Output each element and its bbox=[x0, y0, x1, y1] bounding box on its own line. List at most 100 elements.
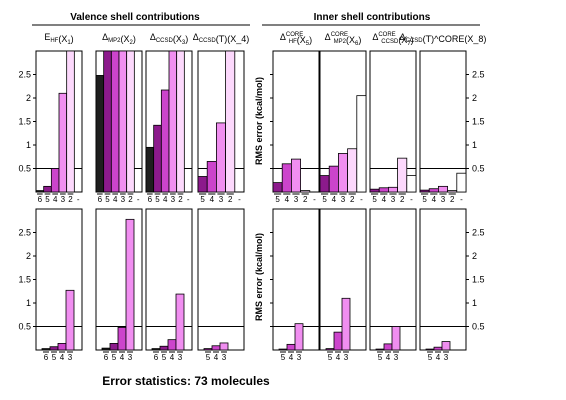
bar-6 bbox=[145, 146, 155, 193]
panel-frame bbox=[35, 208, 83, 351]
group-title-inner: Inner shell contributions bbox=[314, 12, 431, 23]
tick-label-x: 5 bbox=[52, 353, 57, 362]
bar-4 bbox=[433, 346, 443, 351]
bar-6 bbox=[101, 347, 111, 351]
tick-label-x: 2 bbox=[400, 195, 405, 204]
bar-5 bbox=[325, 348, 335, 351]
bar-3 bbox=[337, 153, 348, 193]
tick-label-x: 3 bbox=[68, 353, 73, 362]
panel-title: EHF(X1) bbox=[44, 32, 73, 46]
tick-label-x: 5 bbox=[378, 353, 383, 362]
bar-5 bbox=[369, 188, 380, 193]
tick-label-x: 3 bbox=[297, 353, 302, 362]
bar-4 bbox=[110, 50, 120, 193]
group-title-valence: Valence shell contributions bbox=[70, 12, 200, 23]
tick-label-x: 4 bbox=[285, 195, 290, 204]
bar-5 bbox=[203, 348, 213, 351]
ytick-label-left: 0.5 bbox=[18, 164, 31, 174]
bar-2 bbox=[126, 50, 135, 193]
ytick-label-left: 1.5 bbox=[18, 275, 31, 285]
bar-5 bbox=[197, 176, 208, 193]
tick-label-x: 6 bbox=[38, 195, 43, 204]
bar-- bbox=[356, 95, 367, 193]
yaxis-label-top: RMS error (kcal/mol) bbox=[254, 77, 264, 165]
ytick-label-right: 0.5 bbox=[472, 322, 485, 332]
ytick-label-right: 2 bbox=[472, 251, 477, 261]
tick-label-x: 3 bbox=[344, 353, 349, 362]
tick-label-x: 5 bbox=[162, 353, 167, 362]
tick-label-x: 4 bbox=[170, 353, 175, 362]
bar-5 bbox=[103, 50, 112, 193]
panel-title: ΔCORE CCSD(X7) bbox=[372, 32, 413, 47]
tick-label-x: 6 bbox=[148, 195, 153, 204]
bar-2 bbox=[300, 190, 311, 193]
tick-label-x: - bbox=[360, 195, 363, 204]
ytick-label-right: 1.5 bbox=[472, 117, 485, 127]
panel-title: ΔCCSD(T)^CORE(X_8) bbox=[400, 32, 487, 44]
bar-2 bbox=[225, 50, 236, 193]
tick-label-x: - bbox=[410, 195, 413, 204]
tick-label-x: 5 bbox=[45, 195, 50, 204]
panel-frame bbox=[419, 208, 467, 351]
tick-label-x: 4 bbox=[210, 195, 215, 204]
tick-label-x: 4 bbox=[163, 195, 168, 204]
bar-2 bbox=[66, 50, 75, 193]
tick-label-x: 4 bbox=[113, 195, 118, 204]
tick-label-x: 3 bbox=[178, 353, 183, 362]
tick-label-x: 3 bbox=[121, 195, 126, 204]
bar-- bbox=[406, 175, 417, 193]
bar-5 bbox=[272, 182, 283, 193]
ytick-label-right: 1 bbox=[472, 140, 477, 150]
bar-3 bbox=[215, 122, 226, 193]
bar-4 bbox=[50, 168, 60, 193]
panel-frame bbox=[419, 50, 467, 193]
ytick-label-left: 2 bbox=[26, 93, 31, 103]
bar-4 bbox=[160, 89, 170, 193]
panel-title: ΔCCSD(X3) bbox=[150, 32, 188, 46]
tick-label-x: - bbox=[187, 195, 190, 204]
panel-frame bbox=[369, 50, 417, 193]
tick-label-x: 5 bbox=[200, 195, 205, 204]
tick-label-x: 5 bbox=[206, 353, 211, 362]
tick-label-x: 5 bbox=[428, 353, 433, 362]
tick-label-x: 4 bbox=[336, 353, 341, 362]
tick-label-x: 6 bbox=[104, 353, 109, 362]
bar-3 bbox=[290, 158, 301, 193]
tick-label-x: 3 bbox=[341, 195, 346, 204]
tick-label-x: 3 bbox=[394, 353, 399, 362]
tick-label-x: - bbox=[238, 195, 241, 204]
bar-3 bbox=[341, 297, 351, 351]
bar-5 bbox=[419, 189, 430, 193]
bar-4 bbox=[286, 343, 296, 351]
bar-3 bbox=[437, 185, 448, 193]
tick-label-x: - bbox=[313, 195, 316, 204]
tick-label-x: 4 bbox=[436, 353, 441, 362]
tick-label-x: 6 bbox=[98, 195, 103, 204]
bar-6 bbox=[41, 348, 51, 351]
tick-label-x: 4 bbox=[53, 195, 58, 204]
bar-4 bbox=[167, 339, 177, 351]
tick-label-x: 2 bbox=[350, 195, 355, 204]
bar-2 bbox=[176, 50, 185, 193]
bar-5 bbox=[375, 348, 385, 351]
ytick-label-left: 1 bbox=[26, 140, 31, 150]
tick-label-x: 4 bbox=[432, 195, 437, 204]
tick-label-x: 3 bbox=[441, 195, 446, 204]
tick-label-x: 4 bbox=[386, 353, 391, 362]
bar-5 bbox=[425, 348, 435, 351]
ytick-label-right: 1 bbox=[472, 298, 477, 308]
tick-label-x: 3 bbox=[219, 195, 224, 204]
tick-label-x: - bbox=[137, 195, 140, 204]
bar-5 bbox=[49, 346, 59, 351]
bar-5 bbox=[43, 185, 52, 193]
bar-4 bbox=[428, 188, 439, 193]
tick-label-x: 2 bbox=[68, 195, 73, 204]
tick-label-x: 3 bbox=[294, 195, 299, 204]
